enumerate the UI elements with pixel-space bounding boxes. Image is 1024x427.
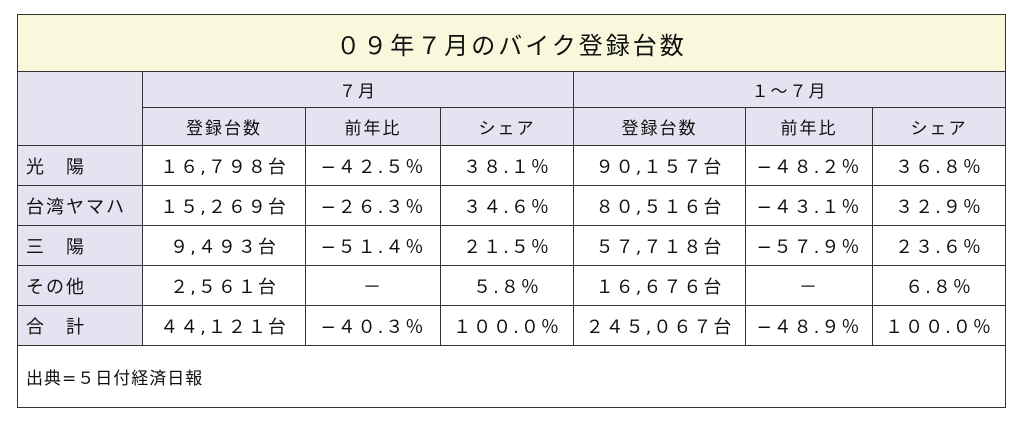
table-cell: −４８.２％: [745, 145, 873, 186]
table-cell: ３２.９％: [871, 185, 1007, 226]
column-header: シェア: [871, 107, 1007, 146]
row-label: 台湾ヤマハ: [17, 185, 143, 226]
table-cell: −４３.１％: [745, 185, 873, 226]
table-cell: ２３.６％: [871, 225, 1007, 266]
table-cell: −２６.３％: [305, 185, 441, 226]
table-cell: ２４５,０６７台: [573, 305, 746, 346]
table-row: 光 陽 １６,７９８台 −４２.５％ ３８.１％ ９０,１５７台 −４８.２％ ３６.８％: [17, 145, 1007, 186]
footer-row: 出典=５日付経済日報: [16, 345, 1007, 408]
column-header: 登録台数: [573, 107, 746, 146]
column-header: 前年比: [305, 107, 441, 146]
table-cell: ２１.５％: [440, 225, 574, 266]
table-row: 台湾ヤマハ １５,２６９台 −２６.３％ ３４.６％ ８０,５１６台 −４３.１％ ３２.９…: [17, 185, 1007, 226]
table-cell: −５１.４％: [305, 225, 441, 266]
table-row: 合 計 ４４,１２１台 −４０.３％ １００.０％ ２４５,０６７台 −４８.９％ １００.…: [17, 305, 1007, 346]
row-label: 合 計: [17, 305, 143, 346]
table-cell: −４８.９％: [745, 305, 873, 346]
row-label: 光 陽: [17, 145, 143, 186]
group-header: １～７月: [572, 71, 1007, 108]
column-header: 前年比: [745, 107, 873, 146]
table-cell: ６.８％: [871, 265, 1007, 306]
table-cell: ５７,７１８台: [573, 225, 746, 266]
column-header: シェア: [440, 107, 574, 146]
table-cell: １６,７９８台: [142, 145, 306, 186]
table-cell: ８０,５１６台: [573, 185, 746, 226]
registration-table: ０９年７月のバイク登録台数 ７月 １～７月 登録台数 前年比 シェア 登録台数 前年比シ…: [16, 14, 1007, 408]
table-cell: １００.０％: [440, 305, 574, 346]
table-title: ０９年７月のバイク登録台数: [16, 14, 1007, 72]
table-cell: ２,５６１台: [142, 265, 306, 306]
table-cell: ９０,１５７台: [573, 145, 746, 186]
row-label: その他: [17, 265, 143, 306]
table-cell: １００.０％: [871, 305, 1007, 346]
table-cell: －: [305, 265, 441, 306]
table-cell: －: [745, 265, 873, 306]
table-row: その他 ２,５６１台－ ５.８％ １６,６７６台－ ６.８％: [17, 265, 1007, 306]
table-cell: １６,６７６台: [573, 265, 746, 306]
table-cell: −５７.９％: [745, 225, 873, 266]
table-cell: ４４,１２１台: [142, 305, 306, 346]
group-header: ７月: [142, 71, 574, 108]
table-cell: ３４.６％: [440, 185, 574, 226]
corner-cell: [17, 71, 143, 146]
table-cell: １５,２６９台: [142, 185, 306, 226]
table-cell: −４０.３％: [305, 305, 441, 346]
table-cell: ３６.８％: [871, 145, 1007, 186]
table-cell: ３８.１％: [440, 145, 574, 186]
table-cell: ９,４９３台: [142, 225, 306, 266]
table-cell: ５.８％: [440, 265, 574, 306]
table-cell: −４２.５％: [305, 145, 441, 186]
column-header: 登録台数: [142, 107, 306, 146]
source-note: 出典=５日付経済日報: [16, 345, 1007, 408]
row-label: 三 陽: [17, 225, 143, 266]
table-row: 三 陽 ９,４９３台 −５１.４％ ２１.５％ ５７,７１８台 −５７.９％ ２３.６％: [17, 225, 1007, 266]
